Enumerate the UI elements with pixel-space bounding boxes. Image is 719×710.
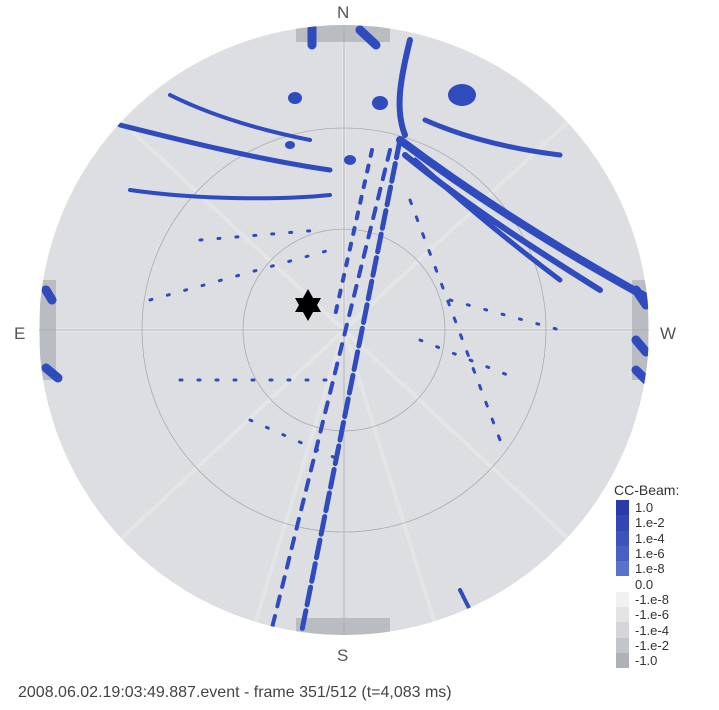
legend-item: 0.0 bbox=[616, 576, 669, 592]
legend-swatch bbox=[616, 591, 629, 608]
legend-swatch bbox=[616, 530, 629, 546]
legend-item: 1.e-2 bbox=[616, 515, 669, 531]
legend-swatch bbox=[616, 515, 629, 531]
star-of-david-icon bbox=[295, 289, 321, 321]
legend-label: -1.0 bbox=[635, 653, 658, 669]
legend-label: -1.e-4 bbox=[635, 622, 669, 638]
legend-swatch bbox=[616, 622, 629, 638]
compass-south: S bbox=[337, 646, 349, 665]
legend-item: 1.e-8 bbox=[616, 561, 669, 577]
legend-item: 1.0 bbox=[616, 500, 669, 516]
legend-swatch bbox=[616, 576, 629, 592]
legend-label: 1.0 bbox=[635, 500, 654, 516]
legend-label: 1.e-8 bbox=[635, 561, 665, 577]
legend-label: 0.0 bbox=[635, 576, 654, 592]
legend-item: 1.e-6 bbox=[616, 545, 669, 562]
frame-caption: 2008.06.02.19:03:49.887.event - frame 35… bbox=[18, 684, 452, 701]
legend-label: -1.e-6 bbox=[635, 607, 669, 623]
legend-swatch bbox=[616, 500, 629, 516]
legend-item: -1.e-4 bbox=[616, 622, 669, 638]
legend-item: 1.e-4 bbox=[616, 530, 669, 546]
compass-north: N bbox=[337, 3, 350, 22]
legend-swatch bbox=[616, 652, 629, 669]
legend-label: 1.e-6 bbox=[635, 546, 665, 562]
legend-label: -1.e-8 bbox=[635, 591, 669, 607]
beam-structures bbox=[41, 25, 649, 633]
legend-label: 1.e-2 bbox=[635, 515, 665, 531]
legend-swatch bbox=[616, 545, 629, 562]
legend-item: -1.e-8 bbox=[616, 591, 669, 608]
compass-west: W bbox=[660, 324, 677, 343]
legend-label: 1.e-4 bbox=[635, 530, 665, 546]
compass-east: E bbox=[14, 324, 26, 343]
legend-item: -1.e-6 bbox=[616, 607, 669, 623]
legend-label: -1.e-2 bbox=[635, 637, 669, 653]
legend-swatch bbox=[616, 561, 629, 577]
legend-item: -1.0 bbox=[616, 652, 669, 669]
legend-title: CC-Beam: bbox=[614, 482, 680, 498]
sky-map bbox=[39, 25, 649, 635]
legend-item: -1.e-2 bbox=[616, 637, 669, 653]
legend-swatch bbox=[616, 637, 629, 653]
legend-swatch bbox=[616, 607, 629, 623]
color-legend: 1.0 1.e-2 1.e-4 1.e-6 1.e-8 0.0 -1.e-8 -1.e-6 -1… bbox=[616, 500, 669, 669]
